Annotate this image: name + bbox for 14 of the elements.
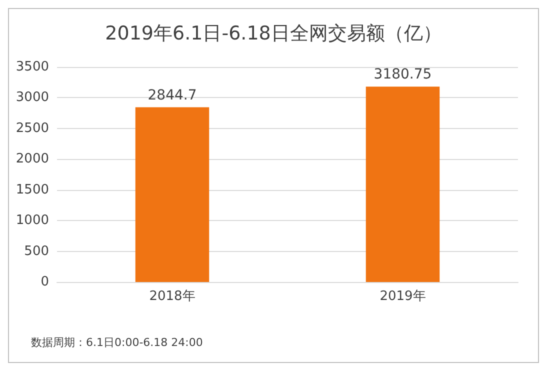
chart-title: 2019年6.1日-6.18日全网交易额（亿） <box>105 22 442 44</box>
y-tick-label: 500 <box>24 244 49 259</box>
y-tick-label: 1500 <box>16 182 49 198</box>
y-tick-label: 2500 <box>16 120 49 136</box>
x-tick-label: 2018年 <box>149 289 196 304</box>
x-tick-label: 2019年 <box>380 289 426 304</box>
data-label: 3180.75 <box>374 66 432 83</box>
y-tick-label: 0 <box>40 274 49 290</box>
y-tick-label: 3500 <box>16 60 49 74</box>
y-tick-label: 3000 <box>16 90 49 106</box>
y-tick-label: 2000 <box>16 152 49 167</box>
data-label: 2844.7 <box>148 87 197 104</box>
text: 数据周期：6.1日0:00-6.18 24:00 <box>31 336 203 349</box>
y-tick-label: 1000 <box>16 213 49 228</box>
